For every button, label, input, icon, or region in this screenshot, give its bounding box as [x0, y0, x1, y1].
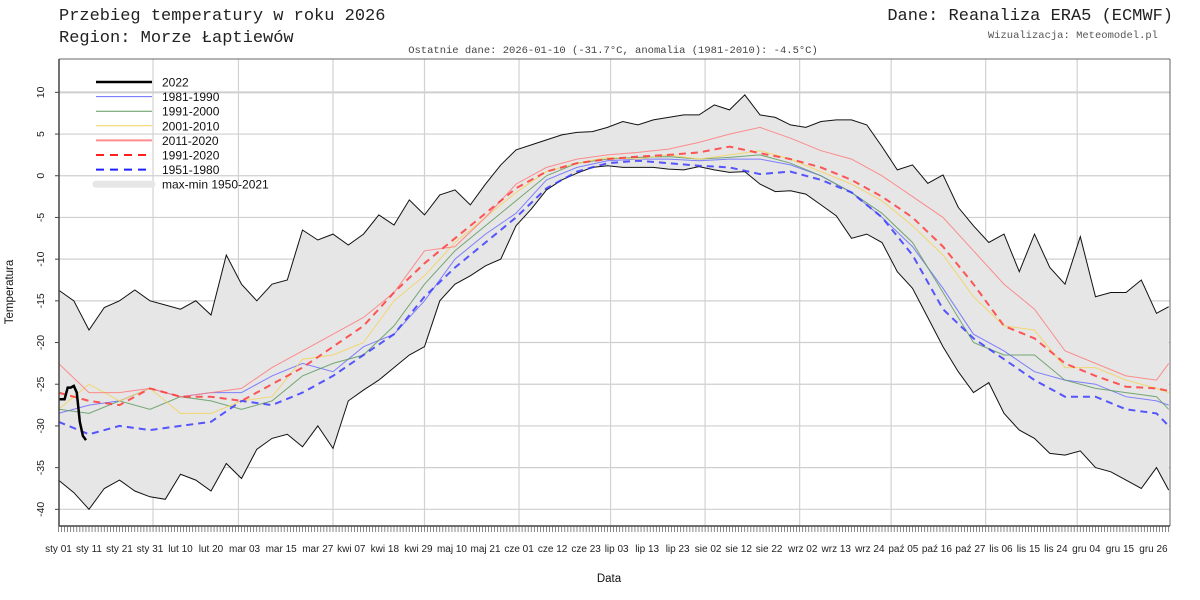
- x-tick-label: mar 03: [229, 544, 261, 555]
- x-tick-label: kwi 18: [371, 544, 400, 555]
- x-tick-label: cze 01: [504, 544, 534, 555]
- x-tick-label: lis 24: [1044, 544, 1068, 555]
- x-tick-label: paź 27: [955, 544, 985, 555]
- max-line: [58, 94, 1169, 331]
- chart-title: Przebieg temperatury w roku 2026: [59, 7, 385, 26]
- legend-label: max-min 1950-2021: [162, 178, 269, 192]
- x-tick-label: lut 10: [168, 544, 193, 555]
- legend-label: 1991-2000: [162, 105, 220, 119]
- y-tick-label: -30: [35, 418, 47, 433]
- credit-label: Wizualizacja: Meteomodel.pl: [988, 30, 1158, 42]
- series-1981-1990: [58, 158, 1169, 414]
- x-tick-label: sty 01: [45, 544, 72, 555]
- legend-label: 2001-2010: [162, 119, 220, 133]
- series-current-2022: [58, 384, 88, 441]
- max-min-band: [58, 94, 1170, 511]
- x-tick-label: kwi 07: [337, 544, 366, 555]
- series-2011-2020: [58, 126, 1170, 398]
- x-tick-label: sty 31: [137, 544, 164, 555]
- y-tick-label: -15: [35, 293, 47, 308]
- legend-label: 1991-2020: [162, 149, 220, 163]
- band-area: [58, 94, 1169, 510]
- legend-label: 1951-1980: [162, 163, 220, 177]
- x-tick-label: kwi 29: [404, 544, 433, 555]
- x-tick-label: cze 23: [571, 544, 601, 555]
- series-lines: [58, 126, 1170, 441]
- y-tick-label: -5: [35, 213, 47, 222]
- legend-label: 2011-2020: [162, 134, 219, 148]
- y-tick-label: -20: [35, 335, 47, 350]
- y-tick-label: 0: [35, 173, 47, 179]
- min-line: [58, 165, 1170, 511]
- x-tick-label: mar 27: [302, 544, 334, 555]
- x-tick-label: maj 21: [470, 544, 500, 555]
- x-tick-label: lip 13: [635, 544, 659, 555]
- x-tick-label: cze 12: [538, 544, 568, 555]
- y-axis-label: Temperatura: [4, 259, 16, 324]
- legend-label: 1981-1990: [162, 90, 220, 104]
- y-tick-label: -40: [35, 502, 47, 517]
- x-tick-label: lis 06: [989, 544, 1013, 555]
- legend: 20221981-19901991-20002001-20102011-2020…: [92, 76, 269, 192]
- x-tick-label: gru 15: [1106, 544, 1135, 555]
- axes: -40 -35 -30 -25 -20 -15 -10 -5 0 5 10 sty 01 sty 11 s…: [35, 58, 1171, 555]
- y-tick-label: -35: [35, 460, 47, 475]
- x-tick-label: sty 11: [76, 544, 102, 555]
- x-tick-label: sie 02: [695, 544, 722, 555]
- x-tick-label: wrz 02: [787, 544, 818, 555]
- x-tick-label: paź 16: [922, 544, 952, 555]
- x-tick-label: lut 20: [199, 544, 224, 555]
- x-tick-label: sie 22: [756, 544, 783, 555]
- data-source: Dane: Reanaliza ERA5 (ECMWF): [887, 7, 1173, 26]
- x-axis-label: Data: [597, 573, 622, 585]
- series-1991-2020: [58, 145, 1169, 407]
- x-tick-label: gru 04: [1072, 544, 1101, 555]
- x-tick-label: paź 05: [888, 544, 918, 555]
- x-tick-label: sty 21: [106, 544, 133, 555]
- y-tick-label: -10: [35, 251, 47, 266]
- x-tick-label: gru 26: [1139, 544, 1168, 555]
- x-tick-label: lip 23: [666, 544, 690, 555]
- last-data-subtitle: Ostatnie dane: 2026-01-10 (-31.7°C, anom…: [408, 45, 818, 57]
- legend-label: 2022: [162, 76, 189, 90]
- x-tick-label: wrz 13: [821, 544, 852, 555]
- x-tick-label: lip 03: [605, 544, 629, 555]
- y-tick-label: 10: [35, 86, 47, 98]
- x-tick-label: maj 10: [437, 544, 467, 555]
- y-tick-label: -25: [35, 376, 47, 391]
- region-label: Region: Morze Łaptiewów: [59, 29, 294, 48]
- y-tick-label: 5: [35, 131, 47, 137]
- x-tick-label: wrz 24: [854, 544, 885, 555]
- x-tick-label: mar 15: [266, 544, 298, 555]
- series-1951-1980: [58, 159, 1170, 436]
- x-tick-label: lis 15: [1017, 544, 1041, 555]
- x-tick-label: sie 12: [725, 544, 752, 555]
